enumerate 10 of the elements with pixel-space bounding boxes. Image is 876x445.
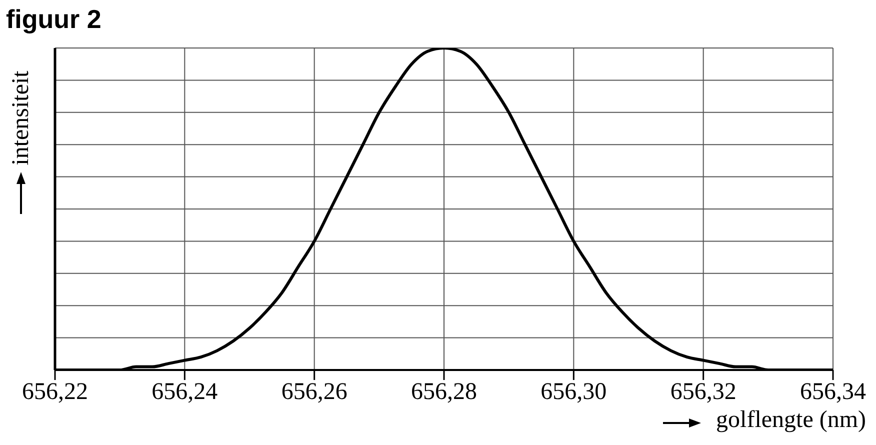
x-tick-label: 656,28 xyxy=(411,379,477,406)
x-axis-title: golflengte (nm) xyxy=(716,407,866,433)
x-tick-label: 656,34 xyxy=(800,379,866,406)
x-tick-label: 656,24 xyxy=(152,379,218,406)
x-tick-label: 656,22 xyxy=(22,379,88,406)
y-axis-title: intensiteit xyxy=(8,70,34,166)
chart-title: figuur 2 xyxy=(6,4,102,34)
x-tick-label: 656,30 xyxy=(540,379,607,406)
x-tick-label: 656,26 xyxy=(281,379,348,406)
x-tick-label: 656,32 xyxy=(670,379,736,406)
